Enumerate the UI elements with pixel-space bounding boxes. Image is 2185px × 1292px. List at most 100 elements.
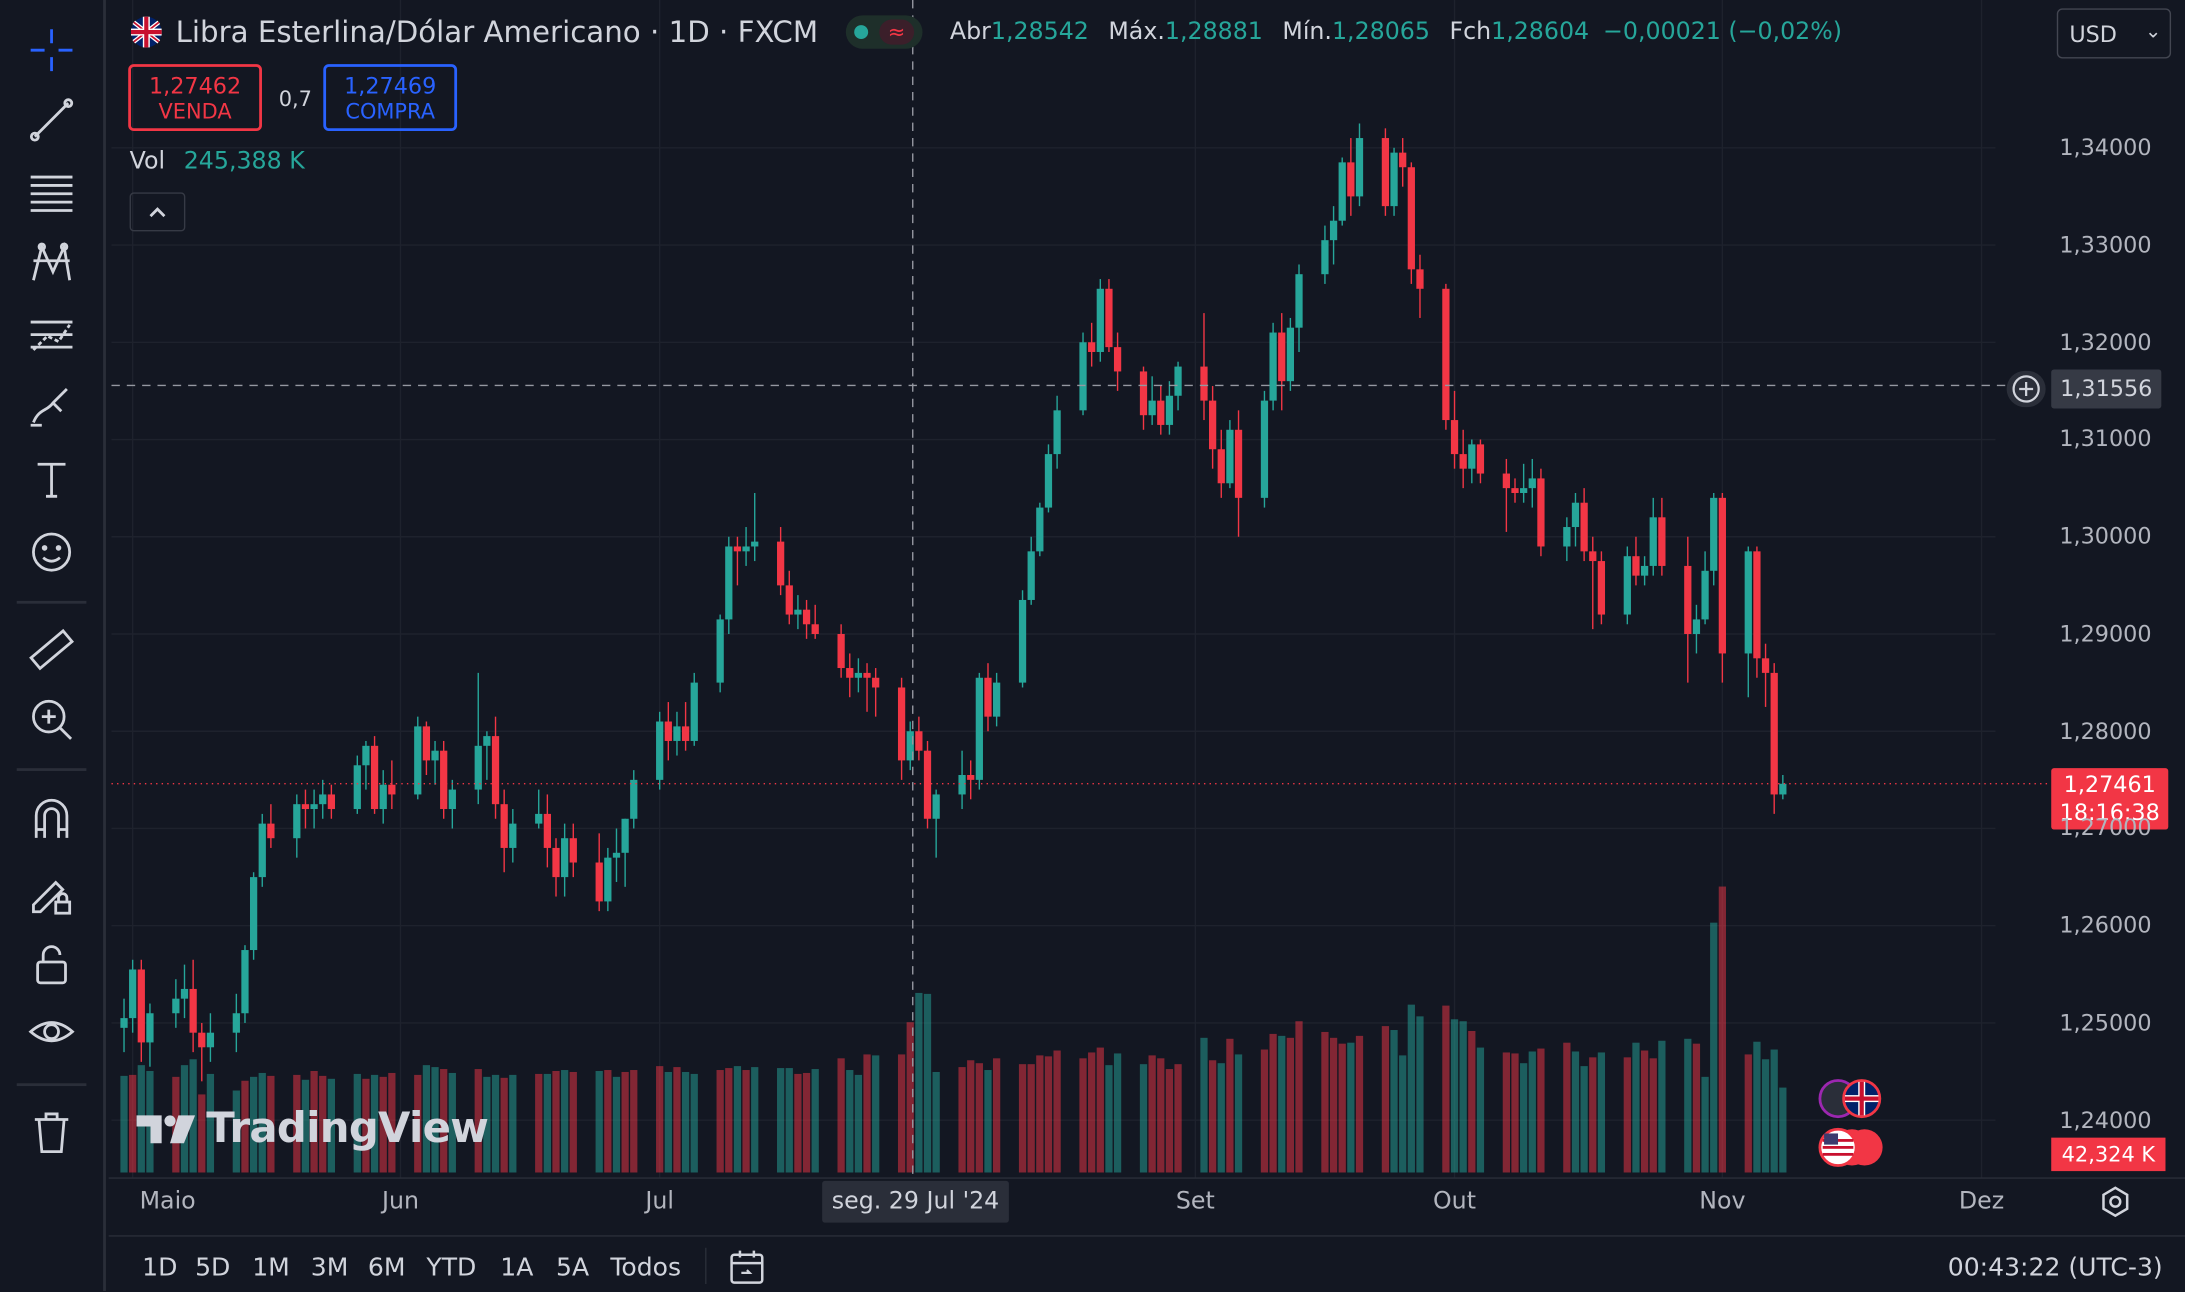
candle-body — [198, 1032, 206, 1048]
time-axis-label: Set — [1175, 1187, 1215, 1216]
trash-icon[interactable] — [14, 1101, 89, 1162]
magnet-icon[interactable] — [14, 789, 89, 850]
zoom-in-icon[interactable] — [14, 689, 89, 750]
candle-body — [1761, 658, 1770, 673]
candle-body — [1450, 420, 1459, 455]
symbol-title[interactable]: Libra Esterlina/Dólar Americano · 1D · F… — [175, 15, 819, 49]
range-button-6m[interactable]: 6M — [367, 1253, 406, 1283]
candle-body — [1278, 332, 1286, 382]
text-icon[interactable] — [14, 449, 89, 510]
volume-bar — [232, 1090, 240, 1173]
candle-body — [1502, 473, 1510, 489]
candle-body — [673, 726, 681, 741]
candle-body — [984, 677, 992, 717]
collapse-legend-button[interactable] — [129, 192, 186, 232]
volume-bar — [846, 1070, 854, 1173]
candle-body — [1537, 478, 1545, 547]
emoji-icon[interactable] — [14, 521, 89, 582]
candle-body — [1381, 138, 1390, 207]
chevron-up-icon — [149, 207, 166, 218]
candle-body — [431, 750, 439, 761]
volume-bar — [1347, 1042, 1355, 1173]
volume-bar — [1157, 1058, 1165, 1173]
currency-select[interactable]: USD ⌄ — [2056, 8, 2172, 59]
volume-bar — [932, 1071, 940, 1173]
candle-body — [837, 633, 845, 669]
crosshair-icon[interactable] — [14, 20, 89, 81]
volume-bar — [1468, 1030, 1476, 1173]
pattern-icon[interactable] — [14, 231, 89, 292]
candle-body — [1684, 565, 1692, 634]
bar-countdown: 18:16:38 — [2059, 798, 2160, 826]
last-price-value: 1,27461 — [2063, 770, 2156, 798]
volume-bar — [1355, 1035, 1364, 1173]
lock-icon[interactable] — [14, 934, 89, 995]
range-button-1d[interactable]: 1D — [142, 1253, 178, 1283]
volume-bar — [258, 1072, 266, 1173]
volume-bar — [362, 1078, 370, 1173]
volume-bar — [1502, 1052, 1510, 1173]
sell-button[interactable]: 1,27462 VENDA — [128, 64, 262, 132]
candle-body — [1571, 502, 1580, 528]
range-button-3m[interactable]: 3M — [310, 1253, 349, 1283]
delayed-data-icon: ≈ — [879, 19, 914, 45]
candle-body — [1753, 551, 1761, 659]
fib-lines-icon[interactable] — [14, 162, 89, 223]
candle-body — [1113, 347, 1122, 372]
candle-body — [1692, 619, 1701, 634]
range-button-1a[interactable]: 1A — [500, 1253, 534, 1283]
volume-bar — [1278, 1035, 1286, 1173]
economic-events-us[interactable] — [1817, 1126, 1887, 1173]
volume-bar — [993, 1058, 1001, 1173]
candle-body — [1027, 551, 1035, 600]
eye-icon[interactable] — [14, 1001, 89, 1062]
spread-value: 0,7 — [278, 86, 312, 112]
brush-icon[interactable] — [14, 376, 89, 437]
market-status-badge[interactable]: ≈ — [845, 15, 923, 49]
economic-events-uk[interactable] — [1817, 1078, 1887, 1125]
candle-body — [1399, 152, 1407, 168]
volume-bar — [604, 1070, 612, 1173]
volume-bar — [535, 1073, 543, 1173]
range-button-5a[interactable]: 5A — [556, 1253, 590, 1283]
price-axis-label: 1,33000 — [2059, 231, 2152, 258]
volume-bar — [673, 1067, 681, 1173]
volume-bar — [777, 1068, 785, 1173]
candle-body — [1174, 366, 1182, 396]
settings-icon[interactable] — [2099, 1185, 2132, 1218]
volume-legend[interactable]: Vol 245,388 K — [130, 148, 305, 176]
forecast-icon[interactable] — [14, 304, 89, 365]
tradingview-logo[interactable]: TradingView — [134, 1104, 489, 1153]
candle-body — [1580, 502, 1588, 552]
range-button-1m[interactable]: 1M — [252, 1253, 290, 1283]
timezone-clock[interactable]: 00:43:22 (UTC-3) — [1947, 1253, 2163, 1283]
ohlc-low-value: 1,28065 — [1331, 18, 1430, 47]
go-to-date-button[interactable] — [727, 1248, 769, 1292]
add-alert-button[interactable] — [2006, 370, 2046, 408]
buy-button[interactable]: 1,27469 COMPRA — [323, 64, 458, 132]
range-button-ytd[interactable]: YTD — [426, 1253, 477, 1283]
price-axis-label: 1,27000 — [2059, 814, 2152, 842]
candle-body — [802, 609, 811, 625]
ohlc-high-label: Máx. — [1108, 18, 1165, 47]
ohlc-high-value: 1,28881 — [1164, 18, 1263, 47]
candle-body — [1744, 551, 1752, 654]
volume-bar — [1139, 1064, 1148, 1173]
volume-bar — [1571, 1051, 1580, 1173]
volume-bar — [414, 1074, 422, 1173]
volume-bar — [379, 1076, 387, 1173]
time-axis-label: Maio — [139, 1187, 196, 1216]
range-button-5d[interactable]: 5D — [195, 1253, 231, 1283]
volume-bar — [1338, 1043, 1346, 1173]
candle-body — [1139, 371, 1148, 416]
trend-line-icon[interactable] — [14, 89, 89, 150]
ruler-icon[interactable] — [14, 619, 89, 680]
volume-bar — [1217, 1063, 1225, 1173]
range-button-todos[interactable]: Todos — [610, 1253, 682, 1283]
candle-body — [535, 813, 543, 824]
lock-draw-icon[interactable] — [14, 862, 89, 923]
volume-bar — [1649, 1058, 1657, 1173]
candle-body — [1260, 400, 1269, 498]
volume-bar — [310, 1071, 318, 1173]
